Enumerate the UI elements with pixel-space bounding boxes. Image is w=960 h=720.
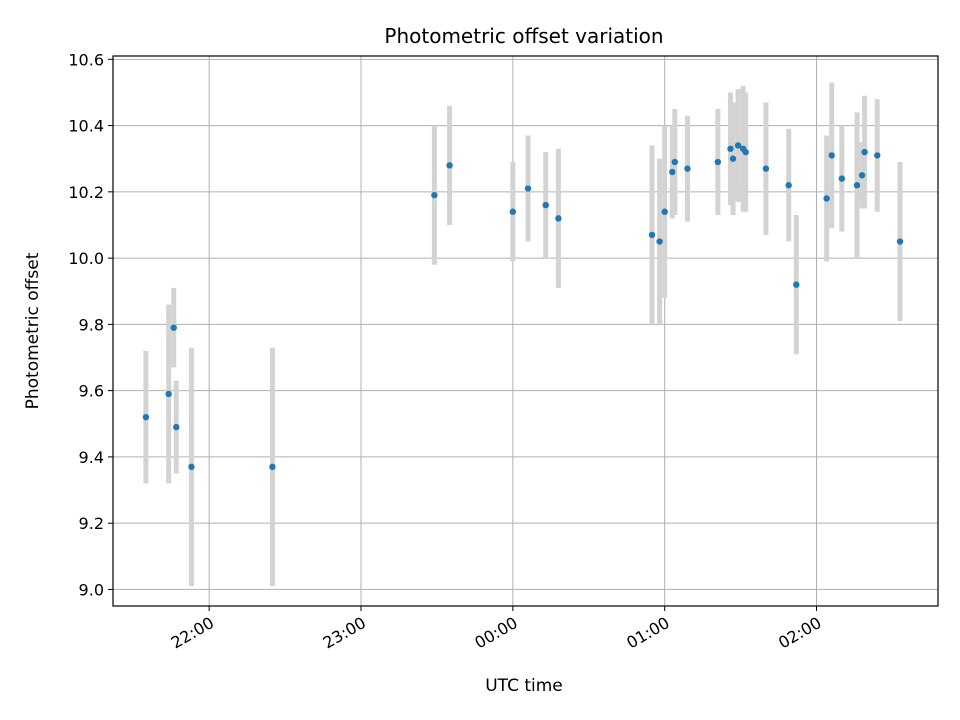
plot-frame: [112, 55, 939, 607]
grid: [113, 56, 938, 606]
data-point: [661, 208, 668, 215]
data-point: [142, 413, 150, 421]
data-point: [858, 172, 866, 179]
y-axis-ticks: 9.0 9.2 9.4 9.6 9.8 10.0 10.2 10.4 10.6: [68, 50, 113, 599]
data-point: [793, 281, 800, 288]
data-point: [823, 195, 830, 202]
data-point: [853, 182, 861, 189]
y-tick-label: 10.2: [68, 183, 104, 202]
data-point: [714, 158, 722, 166]
data-point: [896, 238, 904, 245]
y-tick-label: 10.6: [68, 50, 104, 69]
data-point: [734, 142, 742, 149]
data-point: [431, 191, 438, 199]
data-point: [446, 162, 453, 169]
y-axis-label: Photometric offset: [23, 252, 43, 409]
data-point: [684, 165, 691, 172]
data-point: [165, 390, 172, 398]
data-point: [170, 324, 177, 331]
data-point: [861, 148, 868, 156]
x-axis-label: UTC time: [485, 676, 563, 696]
y-tick-label: 9.4: [79, 448, 104, 467]
data-point: [648, 231, 656, 239]
data-point: [524, 185, 532, 192]
data-point: [742, 148, 749, 156]
data-point: [828, 152, 835, 159]
data-point: [542, 201, 549, 209]
data-point: [671, 158, 679, 166]
y-tick-label: 9.6: [79, 382, 104, 401]
data-point: [173, 423, 180, 431]
data-point: [785, 182, 792, 189]
data-point: [669, 168, 676, 176]
chart-title: Photometric offset variation: [384, 24, 663, 48]
y-tick-label: 9.8: [79, 315, 104, 334]
y-tick-label: 10.4: [68, 117, 104, 136]
data-point: [555, 215, 562, 222]
y-tick-label: 10.0: [68, 249, 104, 268]
data-point: [729, 155, 737, 162]
data-point: [727, 145, 734, 152]
data-points: [142, 142, 904, 471]
y-tick-label: 9.0: [79, 580, 104, 599]
data-point: [874, 152, 881, 159]
data-point: [269, 463, 276, 471]
data-point: [188, 463, 195, 471]
data-point: [762, 165, 770, 172]
y-tick-label: 9.2: [79, 514, 104, 533]
data-point: [509, 208, 517, 215]
data-point: [656, 238, 663, 245]
data-point: [838, 175, 846, 182]
